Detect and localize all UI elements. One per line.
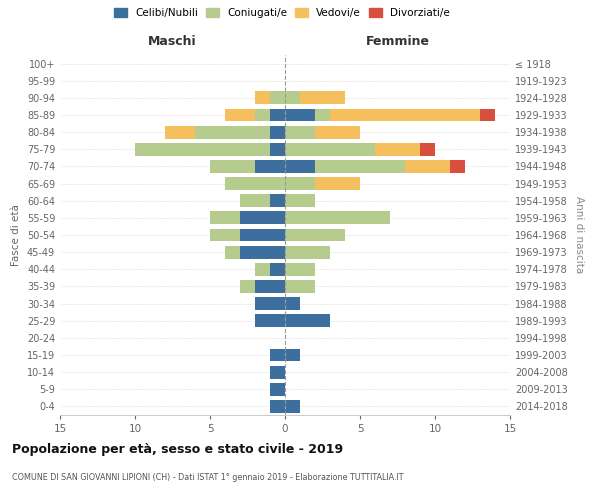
- Text: Femmine: Femmine: [365, 35, 430, 48]
- Bar: [285, 246, 330, 258]
- Bar: [315, 126, 360, 138]
- Bar: [270, 400, 285, 413]
- Bar: [285, 314, 330, 327]
- Bar: [270, 383, 285, 396]
- Bar: [270, 348, 285, 362]
- Bar: [285, 108, 315, 122]
- Bar: [285, 143, 375, 156]
- Bar: [270, 194, 285, 207]
- Bar: [240, 194, 270, 207]
- Bar: [270, 92, 285, 104]
- Bar: [270, 108, 285, 122]
- Bar: [315, 108, 330, 122]
- Text: COMUNE DI SAN GIOVANNI LIPIONI (CH) - Dati ISTAT 1° gennaio 2019 - Elaborazione : COMUNE DI SAN GIOVANNI LIPIONI (CH) - Da…: [12, 472, 404, 482]
- Bar: [225, 246, 240, 258]
- Bar: [270, 126, 285, 138]
- Bar: [285, 160, 315, 173]
- Bar: [195, 126, 270, 138]
- Bar: [210, 160, 255, 173]
- Bar: [285, 348, 300, 362]
- Bar: [255, 280, 285, 293]
- Bar: [270, 366, 285, 378]
- Bar: [225, 177, 285, 190]
- Bar: [255, 160, 285, 173]
- Bar: [480, 108, 495, 122]
- Legend: Celibi/Nubili, Coniugati/e, Vedovi/e, Divorziati/e: Celibi/Nubili, Coniugati/e, Vedovi/e, Di…: [114, 8, 450, 18]
- Bar: [285, 126, 315, 138]
- Bar: [285, 92, 300, 104]
- Bar: [315, 177, 360, 190]
- Bar: [225, 108, 255, 122]
- Bar: [285, 228, 345, 241]
- Bar: [240, 280, 255, 293]
- Bar: [285, 212, 390, 224]
- Bar: [210, 212, 240, 224]
- Bar: [405, 160, 450, 173]
- Bar: [315, 160, 405, 173]
- Bar: [255, 314, 285, 327]
- Bar: [270, 263, 285, 276]
- Bar: [300, 92, 345, 104]
- Bar: [240, 246, 285, 258]
- Y-axis label: Anni di nascita: Anni di nascita: [574, 196, 584, 274]
- Text: Maschi: Maschi: [148, 35, 197, 48]
- Bar: [450, 160, 465, 173]
- Y-axis label: Fasce di età: Fasce di età: [11, 204, 21, 266]
- Text: Popolazione per età, sesso e stato civile - 2019: Popolazione per età, sesso e stato civil…: [12, 442, 343, 456]
- Bar: [135, 143, 270, 156]
- Bar: [255, 263, 270, 276]
- Bar: [285, 177, 315, 190]
- Bar: [285, 194, 315, 207]
- Bar: [210, 228, 240, 241]
- Bar: [255, 297, 285, 310]
- Bar: [165, 126, 195, 138]
- Bar: [285, 400, 300, 413]
- Bar: [270, 143, 285, 156]
- Bar: [420, 143, 435, 156]
- Bar: [330, 108, 480, 122]
- Bar: [285, 263, 315, 276]
- Bar: [255, 108, 270, 122]
- Bar: [285, 280, 315, 293]
- Bar: [375, 143, 420, 156]
- Bar: [240, 212, 285, 224]
- Bar: [285, 297, 300, 310]
- Bar: [240, 228, 285, 241]
- Bar: [255, 92, 270, 104]
